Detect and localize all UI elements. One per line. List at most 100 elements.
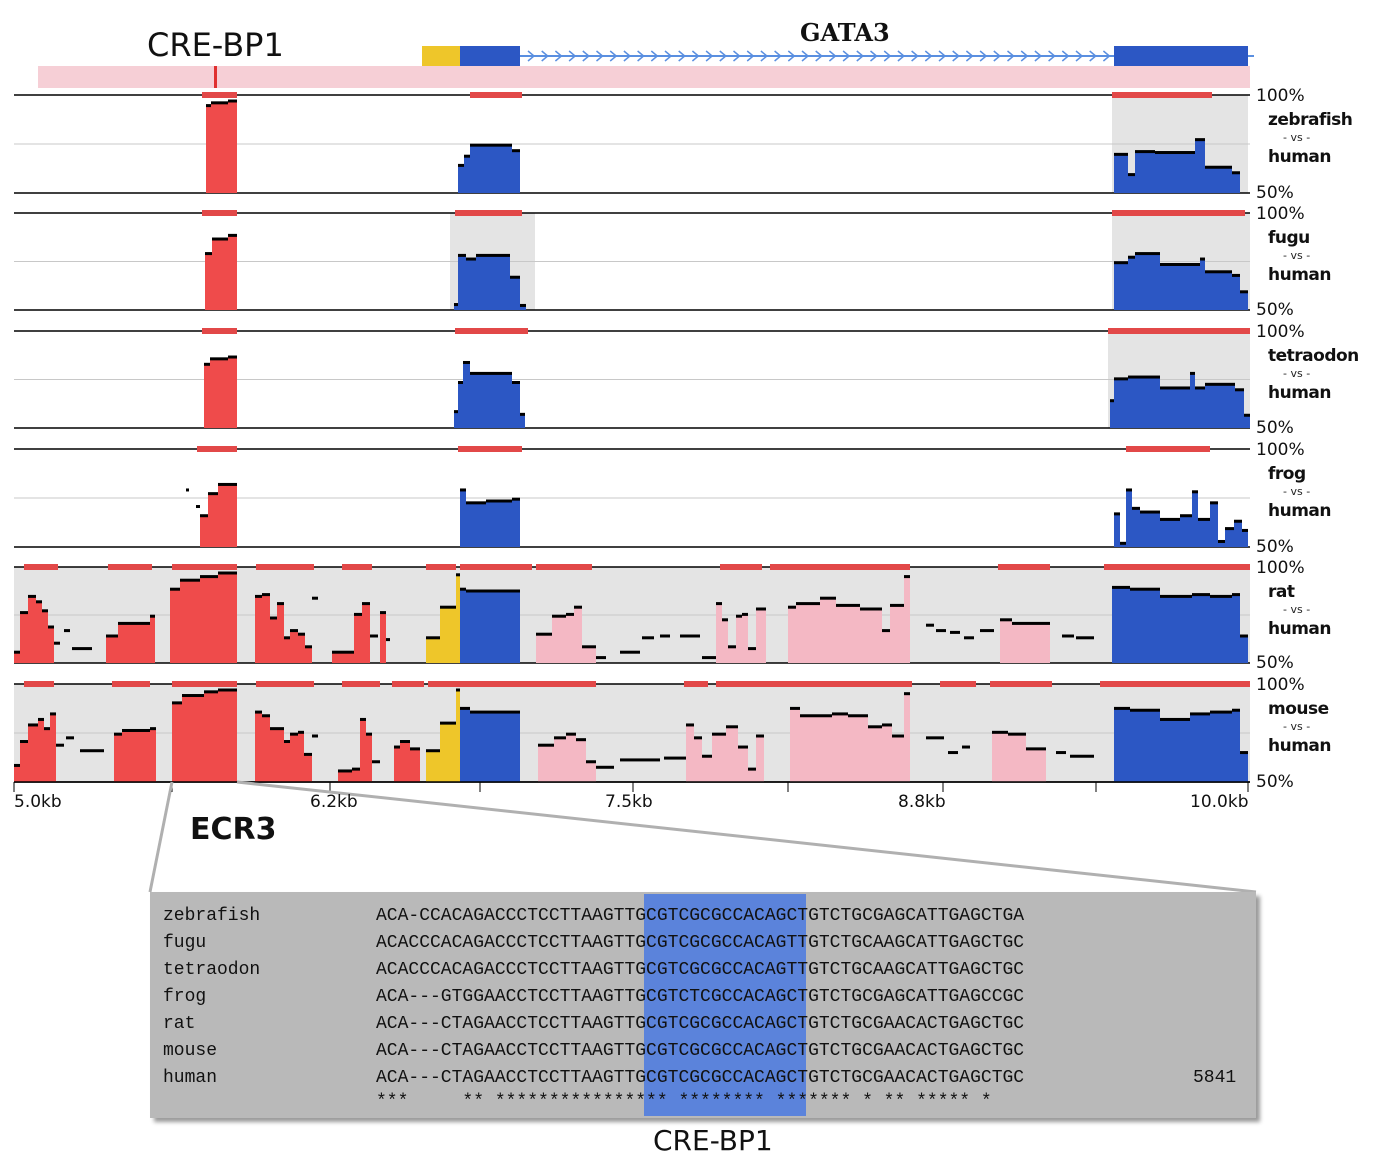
score-dash bbox=[1076, 636, 1094, 640]
reference-label: human bbox=[1268, 265, 1332, 285]
axis-tick-label: 7.5kb bbox=[605, 792, 653, 812]
score-cap bbox=[304, 752, 312, 756]
ecr-bar bbox=[684, 681, 708, 687]
score-cap bbox=[466, 501, 486, 505]
alignment-species-name: mouse bbox=[163, 1041, 218, 1061]
kb-axis bbox=[13, 781, 1250, 792]
conservation-bar bbox=[360, 719, 366, 782]
conservation-bar bbox=[832, 713, 848, 782]
score-cap bbox=[1225, 527, 1234, 531]
score-cap bbox=[212, 237, 228, 241]
conservation-bar bbox=[1195, 139, 1205, 193]
conservation-bar bbox=[20, 612, 28, 663]
conservation-bar bbox=[1000, 619, 1012, 663]
conservation-bar bbox=[892, 736, 904, 782]
score-cap bbox=[1232, 171, 1240, 175]
score-cap bbox=[1132, 506, 1140, 510]
score-cap bbox=[298, 632, 305, 636]
score-cap bbox=[1244, 413, 1250, 417]
pct-50-label: 50% bbox=[1256, 300, 1294, 320]
conservation-bar bbox=[114, 734, 122, 782]
score-cap bbox=[20, 611, 28, 615]
score-cap bbox=[892, 734, 904, 738]
pct-50-label: 50% bbox=[1256, 183, 1294, 203]
score-cap bbox=[1205, 382, 1235, 386]
score-cap bbox=[510, 275, 520, 279]
conservation-bar bbox=[1195, 387, 1205, 428]
score-cap bbox=[1232, 708, 1240, 712]
species-label: zebrafish bbox=[1268, 110, 1353, 130]
score-cap bbox=[1135, 375, 1160, 379]
pct-100-label: 100% bbox=[1256, 558, 1305, 578]
score-cap bbox=[28, 594, 36, 598]
conservation-bar bbox=[255, 596, 262, 663]
score-dash bbox=[964, 636, 974, 640]
conservation-bar bbox=[756, 609, 766, 663]
score-dash bbox=[702, 656, 716, 660]
score-cap bbox=[788, 605, 796, 609]
score-dash bbox=[948, 751, 958, 755]
conservation-bar bbox=[722, 619, 728, 663]
score-cap bbox=[1130, 708, 1160, 712]
reference-label: human bbox=[1268, 501, 1332, 521]
conservation-bar bbox=[277, 728, 284, 782]
score-cap bbox=[716, 602, 722, 606]
score-cap bbox=[228, 99, 237, 103]
conservation-bar bbox=[456, 574, 460, 663]
score-cap bbox=[262, 593, 270, 597]
score-cap bbox=[576, 738, 586, 742]
score-cap bbox=[1205, 270, 1232, 274]
ecr-bar bbox=[1104, 564, 1250, 570]
conservation-tracks bbox=[14, 92, 1250, 783]
score-dash bbox=[72, 647, 92, 651]
conservation-bar bbox=[820, 598, 836, 663]
score-cap bbox=[582, 645, 596, 649]
conservation-bar bbox=[284, 637, 290, 663]
alignment-sequence: ACA---CTAGAACCTCCTTAAGTTGCGTCGCGCCACAGCT… bbox=[376, 1041, 1025, 1061]
pct-100-label: 100% bbox=[1256, 440, 1305, 460]
score-cap bbox=[20, 740, 28, 744]
reference-label: human bbox=[1268, 736, 1332, 756]
ecr-bar bbox=[720, 564, 762, 570]
conservation-bar bbox=[1205, 384, 1235, 428]
conservation-bar bbox=[520, 414, 525, 428]
score-dash bbox=[372, 760, 380, 764]
conservation-bar bbox=[1130, 710, 1160, 782]
conservation-bar bbox=[270, 618, 277, 663]
conservation-bar bbox=[728, 646, 736, 663]
score-cap bbox=[210, 357, 228, 361]
conservation-bar bbox=[1114, 378, 1128, 428]
conservation-bar bbox=[228, 357, 237, 428]
conservation-bar bbox=[992, 732, 1008, 782]
ecr-bar bbox=[536, 564, 592, 570]
score-cap bbox=[400, 740, 410, 744]
ecr-bar bbox=[342, 564, 372, 570]
score-cap bbox=[1114, 706, 1130, 710]
species-label: tetraodon bbox=[1268, 346, 1359, 366]
score-cap bbox=[284, 636, 290, 640]
conservation-bar bbox=[1225, 528, 1234, 547]
score-cap bbox=[218, 571, 237, 575]
ecr-bar bbox=[998, 564, 1050, 570]
conservation-bar bbox=[1135, 151, 1155, 193]
score-cap bbox=[566, 732, 576, 736]
conservation-bar bbox=[362, 603, 370, 663]
score-dash bbox=[54, 641, 60, 645]
conservation-bar bbox=[466, 502, 486, 547]
ecr-bar bbox=[24, 564, 58, 570]
conservation-bar bbox=[204, 364, 210, 428]
exon-2 bbox=[1114, 46, 1248, 66]
conservation-bar bbox=[1180, 515, 1192, 547]
score-cap bbox=[182, 694, 204, 698]
score-dash bbox=[660, 634, 670, 638]
score-cap bbox=[426, 636, 440, 640]
conservation-bar bbox=[228, 101, 237, 193]
ecr-bar bbox=[1126, 446, 1210, 452]
conservation-bar bbox=[574, 607, 582, 663]
exon-1 bbox=[460, 46, 520, 66]
score-cap bbox=[1195, 138, 1205, 142]
conservation-bar bbox=[284, 741, 290, 782]
alignment-position: 5841 bbox=[1193, 1068, 1237, 1088]
conservation-bar bbox=[426, 637, 440, 663]
score-cap bbox=[255, 594, 262, 598]
